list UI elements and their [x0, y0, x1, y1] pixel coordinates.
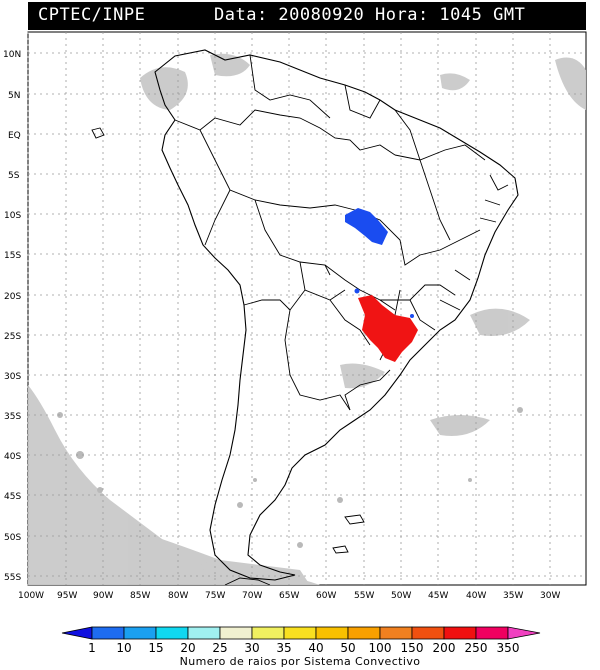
legend-segment: [251, 626, 285, 640]
legend-segment: [411, 626, 445, 640]
lon-label: 45W: [428, 591, 448, 601]
map-header-bar: CPTEC/INPE Data: 20080920 Hora: 1045 GMT: [28, 2, 586, 30]
lon-label: 80W: [168, 591, 188, 601]
legend-segment: [219, 626, 253, 640]
legend-tick-label: 1: [88, 641, 96, 655]
south-america-coastline: [154, 49, 519, 581]
lon-label: 40W: [466, 591, 486, 601]
lat-label: 25S: [4, 332, 21, 342]
lon-label: 35W: [503, 591, 523, 601]
lon-label: 30W: [540, 591, 560, 601]
lat-label: 55S: [4, 573, 21, 583]
lat-label: EQ: [8, 131, 21, 141]
lat-label: 5N: [8, 91, 20, 101]
legend-caption: Numero de raios por Sistema Convectivo: [179, 655, 421, 668]
legend-tick-label: 100: [369, 641, 392, 655]
cloud-speckles: [57, 407, 523, 548]
legend-segment: [283, 626, 317, 640]
datetime-title: Data: 20080920 Hora: 1045 GMT: [214, 5, 526, 25]
legend-segment: [91, 626, 125, 640]
legend-tick-label: 250: [465, 641, 488, 655]
latitude-labels: 10N 5N EQ 5S 10S 15S 20S 25S 30S 35S 40S…: [3, 50, 21, 583]
source-title: CPTEC/INPE: [38, 5, 146, 25]
legend-tick-label: 15: [148, 641, 163, 655]
legend-segment: [155, 626, 189, 640]
color-legend-bar: [61, 626, 541, 640]
legend-tick-label: 40: [308, 641, 323, 655]
lat-label: 10N: [3, 50, 21, 60]
lon-label: 60W: [316, 591, 336, 601]
legend-segment: [443, 626, 477, 640]
legend-tick-label: 25: [212, 641, 227, 655]
legend-segment: [347, 626, 381, 640]
map-frame: [27, 31, 587, 586]
lon-label: 75W: [205, 591, 225, 601]
legend-tick-label: 150: [401, 641, 424, 655]
legend-tick-label: 200: [433, 641, 456, 655]
lightning-point-blue: [410, 314, 414, 318]
lightning-cluster-red: [358, 295, 418, 362]
lon-label: 95W: [57, 591, 77, 601]
lon-label: 50W: [391, 591, 411, 601]
lat-label: 45S: [4, 492, 21, 502]
lon-label: 55W: [354, 591, 374, 601]
lat-label: 10S: [4, 211, 21, 221]
legend-tick-label: 50: [340, 641, 355, 655]
lon-label: 90W: [93, 591, 113, 601]
legend-segment: [475, 626, 509, 640]
legend-tick-labels: 1 10 15 20 25 30 35 40 50 100 150 200 250 350: [88, 641, 519, 655]
legend-tick-label: 350: [497, 641, 520, 655]
lat-label: 40S: [4, 452, 21, 462]
lon-label: 70W: [242, 591, 262, 601]
cloud-layer: [28, 53, 586, 585]
longitude-labels: 100W 95W 90W 85W 80W 75W 70W 65W 60W 55W…: [18, 591, 560, 601]
lon-label: 65W: [279, 591, 299, 601]
lat-label: 15S: [4, 251, 21, 261]
legend-segment: [507, 626, 541, 640]
legend-tick-label: 30: [244, 641, 259, 655]
country-borders: [174, 54, 509, 411]
lat-label: 5S: [8, 171, 20, 181]
lat-label: 35S: [4, 412, 21, 422]
legend-segment: [123, 626, 157, 640]
lightning-cluster-blue: [345, 208, 388, 245]
legend-tick-label: 35: [276, 641, 291, 655]
legend-tick-label: 10: [116, 641, 131, 655]
legend-segment: [61, 626, 93, 640]
lat-label: 30S: [4, 372, 21, 382]
lightning-point-blue: [354, 288, 360, 294]
lon-label: 85W: [130, 591, 150, 601]
legend-segment: [315, 626, 349, 640]
islands: [91, 127, 365, 586]
lon-label: 100W: [18, 591, 44, 601]
legend-tick-label: 20: [180, 641, 195, 655]
lat-label: 20S: [4, 292, 21, 302]
legend-segment: [187, 626, 221, 640]
legend-segment: [379, 626, 413, 640]
lat-label: 50S: [4, 533, 21, 543]
